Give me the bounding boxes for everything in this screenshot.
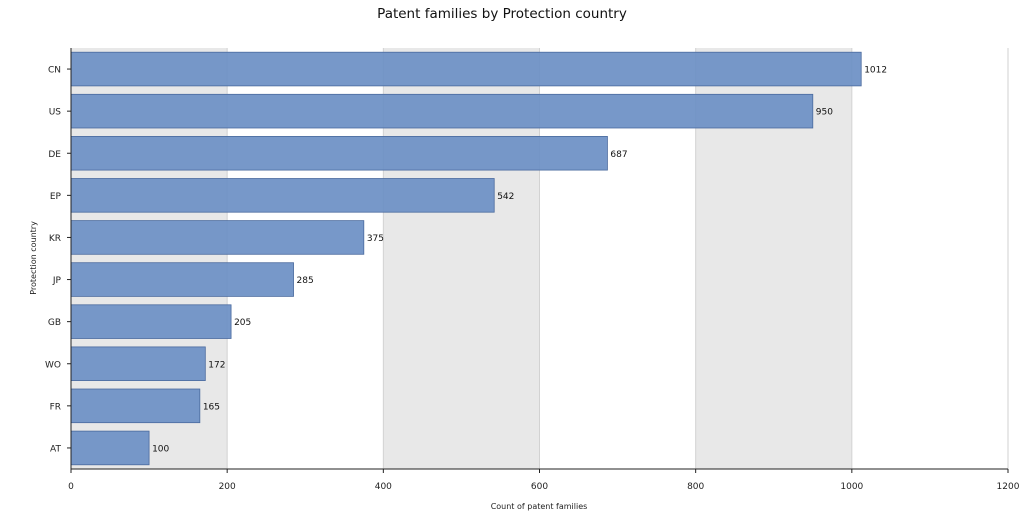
bar-at: [70, 430, 150, 466]
bar-ep: [70, 178, 495, 213]
y-tick-label-wo: WO: [45, 360, 61, 370]
data-label-cn: 1012: [864, 66, 887, 76]
x-tick-label: 1000: [840, 482, 863, 492]
bars: [70, 51, 862, 466]
y-tick-label-cn: CN: [48, 66, 61, 76]
bar-gb: [70, 304, 232, 339]
bar-cn: [70, 51, 862, 87]
y-tick-label-ep: EP: [50, 192, 62, 202]
chart-title: Patent families by Protection country: [377, 6, 627, 22]
y-tick-label-gb: GB: [48, 318, 61, 328]
data-label-at: 100: [152, 444, 169, 454]
x-tick-label: 1200: [997, 482, 1020, 492]
bar-fr: [70, 388, 201, 424]
data-label-gb: 205: [234, 318, 251, 328]
data-label-wo: 172: [208, 360, 225, 370]
y-tick-label-kr: KR: [49, 234, 61, 244]
y-tick-label-fr: FR: [50, 402, 61, 412]
data-label-kr: 375: [367, 234, 384, 244]
data-label-de: 687: [610, 150, 627, 160]
y-tick-label-at: AT: [50, 444, 61, 454]
bar-us: [70, 93, 814, 129]
y-tick-label-de: DE: [48, 150, 61, 160]
x-tick-label: 0: [68, 482, 74, 492]
y-axis-title: Protection country: [29, 221, 38, 295]
x-tick-label: 400: [375, 482, 392, 492]
x-tick-label: 200: [219, 482, 236, 492]
y-axis-ticks: CN US DE EP KR JP GB WO FR AT: [45, 66, 71, 454]
data-label-us: 950: [816, 108, 833, 118]
y-tick-label-us: US: [49, 108, 62, 118]
y-tick-label-jp: JP: [52, 276, 62, 286]
x-tick-label: 600: [531, 482, 548, 492]
data-labels: 1012 950 687 542 375 285 205 172 165 100: [152, 66, 887, 455]
x-axis-ticks: 0 200 400 600 800 1000 1200: [68, 469, 1020, 492]
bar-wo: [70, 346, 206, 381]
bar-de: [70, 136, 608, 171]
data-label-ep: 542: [497, 192, 514, 202]
bar-jp: [70, 262, 294, 297]
x-axis-title: Count of patent families: [491, 502, 588, 511]
data-label-jp: 285: [297, 276, 314, 286]
bar-kr: [70, 220, 365, 255]
x-tick-label: 800: [687, 482, 704, 492]
data-label-fr: 165: [203, 402, 220, 412]
